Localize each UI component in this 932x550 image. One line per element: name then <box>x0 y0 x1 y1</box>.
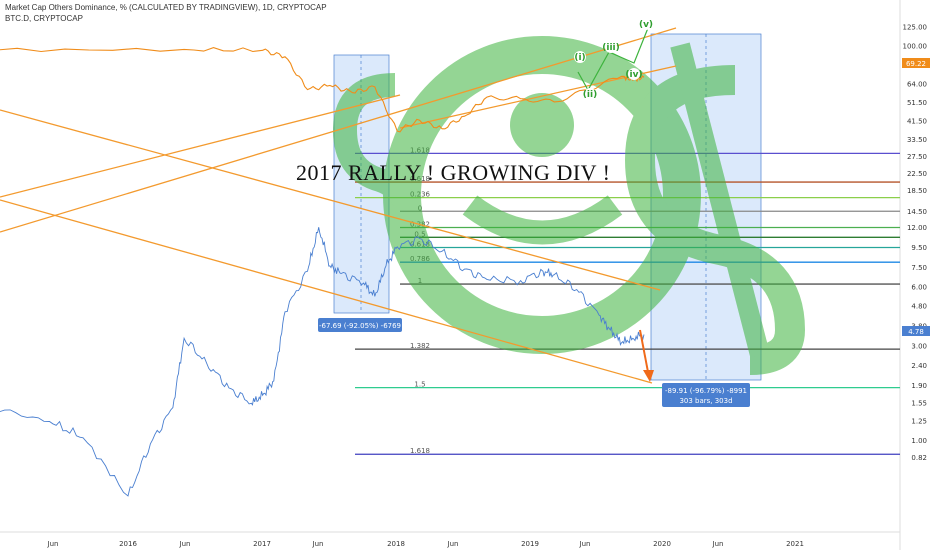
measure-label-bg <box>662 383 750 407</box>
x-tick-label: 2019 <box>521 540 539 548</box>
x-tick-label: Jun <box>447 540 459 548</box>
fib-label: 1.5 <box>414 381 425 389</box>
y-tick-label: 4.80 <box>911 302 927 310</box>
x-tick-label: Jun <box>712 540 724 548</box>
y-tick-label: 7.50 <box>911 264 927 272</box>
measure-label-projection-2: 303 bars, 303d <box>679 397 732 405</box>
down-arrow-icon <box>639 329 654 382</box>
x-tick-label: Jun <box>47 540 59 548</box>
y-tick-label: 9.50 <box>911 244 927 252</box>
y-tick-label: 1.90 <box>911 382 927 390</box>
measure-label-bg <box>318 318 402 332</box>
wave-label: (ii) <box>583 90 597 100</box>
wave-label-bg <box>574 51 586 63</box>
x-tick-label: Jun <box>579 540 591 548</box>
y-tick-label: 14.50 <box>907 208 927 216</box>
wave-label-bg <box>628 68 640 80</box>
wave-label: (v) <box>639 20 653 30</box>
annotation-text: 2017 RALLY ! GROWING DIV ! <box>296 160 611 185</box>
y-tick-label: 3.00 <box>911 343 927 351</box>
y-tick-label: 33.50 <box>907 136 927 144</box>
wave-labels: (i) (ii) (iii) (iv) (v) <box>574 18 653 100</box>
price-tag-upper: 69.22 <box>906 60 926 68</box>
y-tick-label: 41.50 <box>907 118 927 126</box>
trend-line-resistance <box>0 109 661 291</box>
y-tick-label: 51.50 <box>907 99 927 107</box>
price-tag-lower: 4.78 <box>908 328 924 336</box>
y-tick-label: 22.50 <box>907 170 927 178</box>
x-tick-label: 2016 <box>119 540 137 548</box>
wave-label: (iii) <box>602 43 619 53</box>
measure-label-projection-1: -89.91 (-96.79%) -8991 <box>665 387 747 395</box>
others-series-line <box>0 227 645 497</box>
x-tick-label: 2018 <box>387 540 405 548</box>
fib-label: 1.382 <box>410 342 430 350</box>
wave-label: (iv) <box>625 70 642 80</box>
fib-label: 1.618 <box>410 447 430 455</box>
wave-label-bg <box>640 18 652 30</box>
y-tick-label: 2.40 <box>911 362 927 370</box>
y-tick-label: 27.50 <box>907 153 927 161</box>
trend-line-channel-top <box>0 27 677 233</box>
y-tick-label: 12.00 <box>907 224 927 232</box>
y-tick-label: 1.00 <box>911 437 927 445</box>
chart-subtitle: BTC.D, CRYPTOCAP <box>5 14 83 23</box>
y-tick-label: 1.55 <box>911 399 927 407</box>
x-tick-label: 2020 <box>653 540 671 548</box>
price-tag-lower-bg <box>902 326 930 336</box>
y-tick-label: 0.82 <box>911 454 927 462</box>
x-tick-label: Jun <box>312 540 324 548</box>
y-tick-label: 64.00 <box>907 81 927 89</box>
y-tick-label: 6.00 <box>911 283 927 291</box>
y-tick-label: 100.00 <box>903 42 928 50</box>
wave-label-bg <box>605 41 617 53</box>
x-tick-label: 2017 <box>253 540 271 548</box>
x-tick-label: Jun <box>179 540 191 548</box>
measure-label-2017: -67.69 (-92.05%) -6769 <box>319 322 401 330</box>
y-tick-label: 1.25 <box>911 418 927 426</box>
chart-title: Market Cap Others Dominance, % (CALCULAT… <box>5 3 327 12</box>
trend-line-left-upper <box>0 94 401 198</box>
x-axis-ticks: Jun 2016 Jun 2017 Jun 2018 Jun 2019 Jun 2020 Jun 20… <box>47 540 804 548</box>
wave-label-bg <box>584 88 596 100</box>
wave-label: (i) <box>574 53 585 63</box>
price-axis[interactable] <box>900 0 932 550</box>
trend-line-support <box>0 199 653 384</box>
y-tick-label: 18.50 <box>907 187 927 195</box>
price-tag-upper-bg <box>902 58 930 68</box>
crypto-logo-icon <box>332 36 806 375</box>
y-tick-label: 125.00 <box>903 23 928 31</box>
y-axis-ticks: 125.00100.0080.0064.0051.5041.5033.5027.… <box>903 23 928 462</box>
x-tick-label: 2021 <box>786 540 804 548</box>
